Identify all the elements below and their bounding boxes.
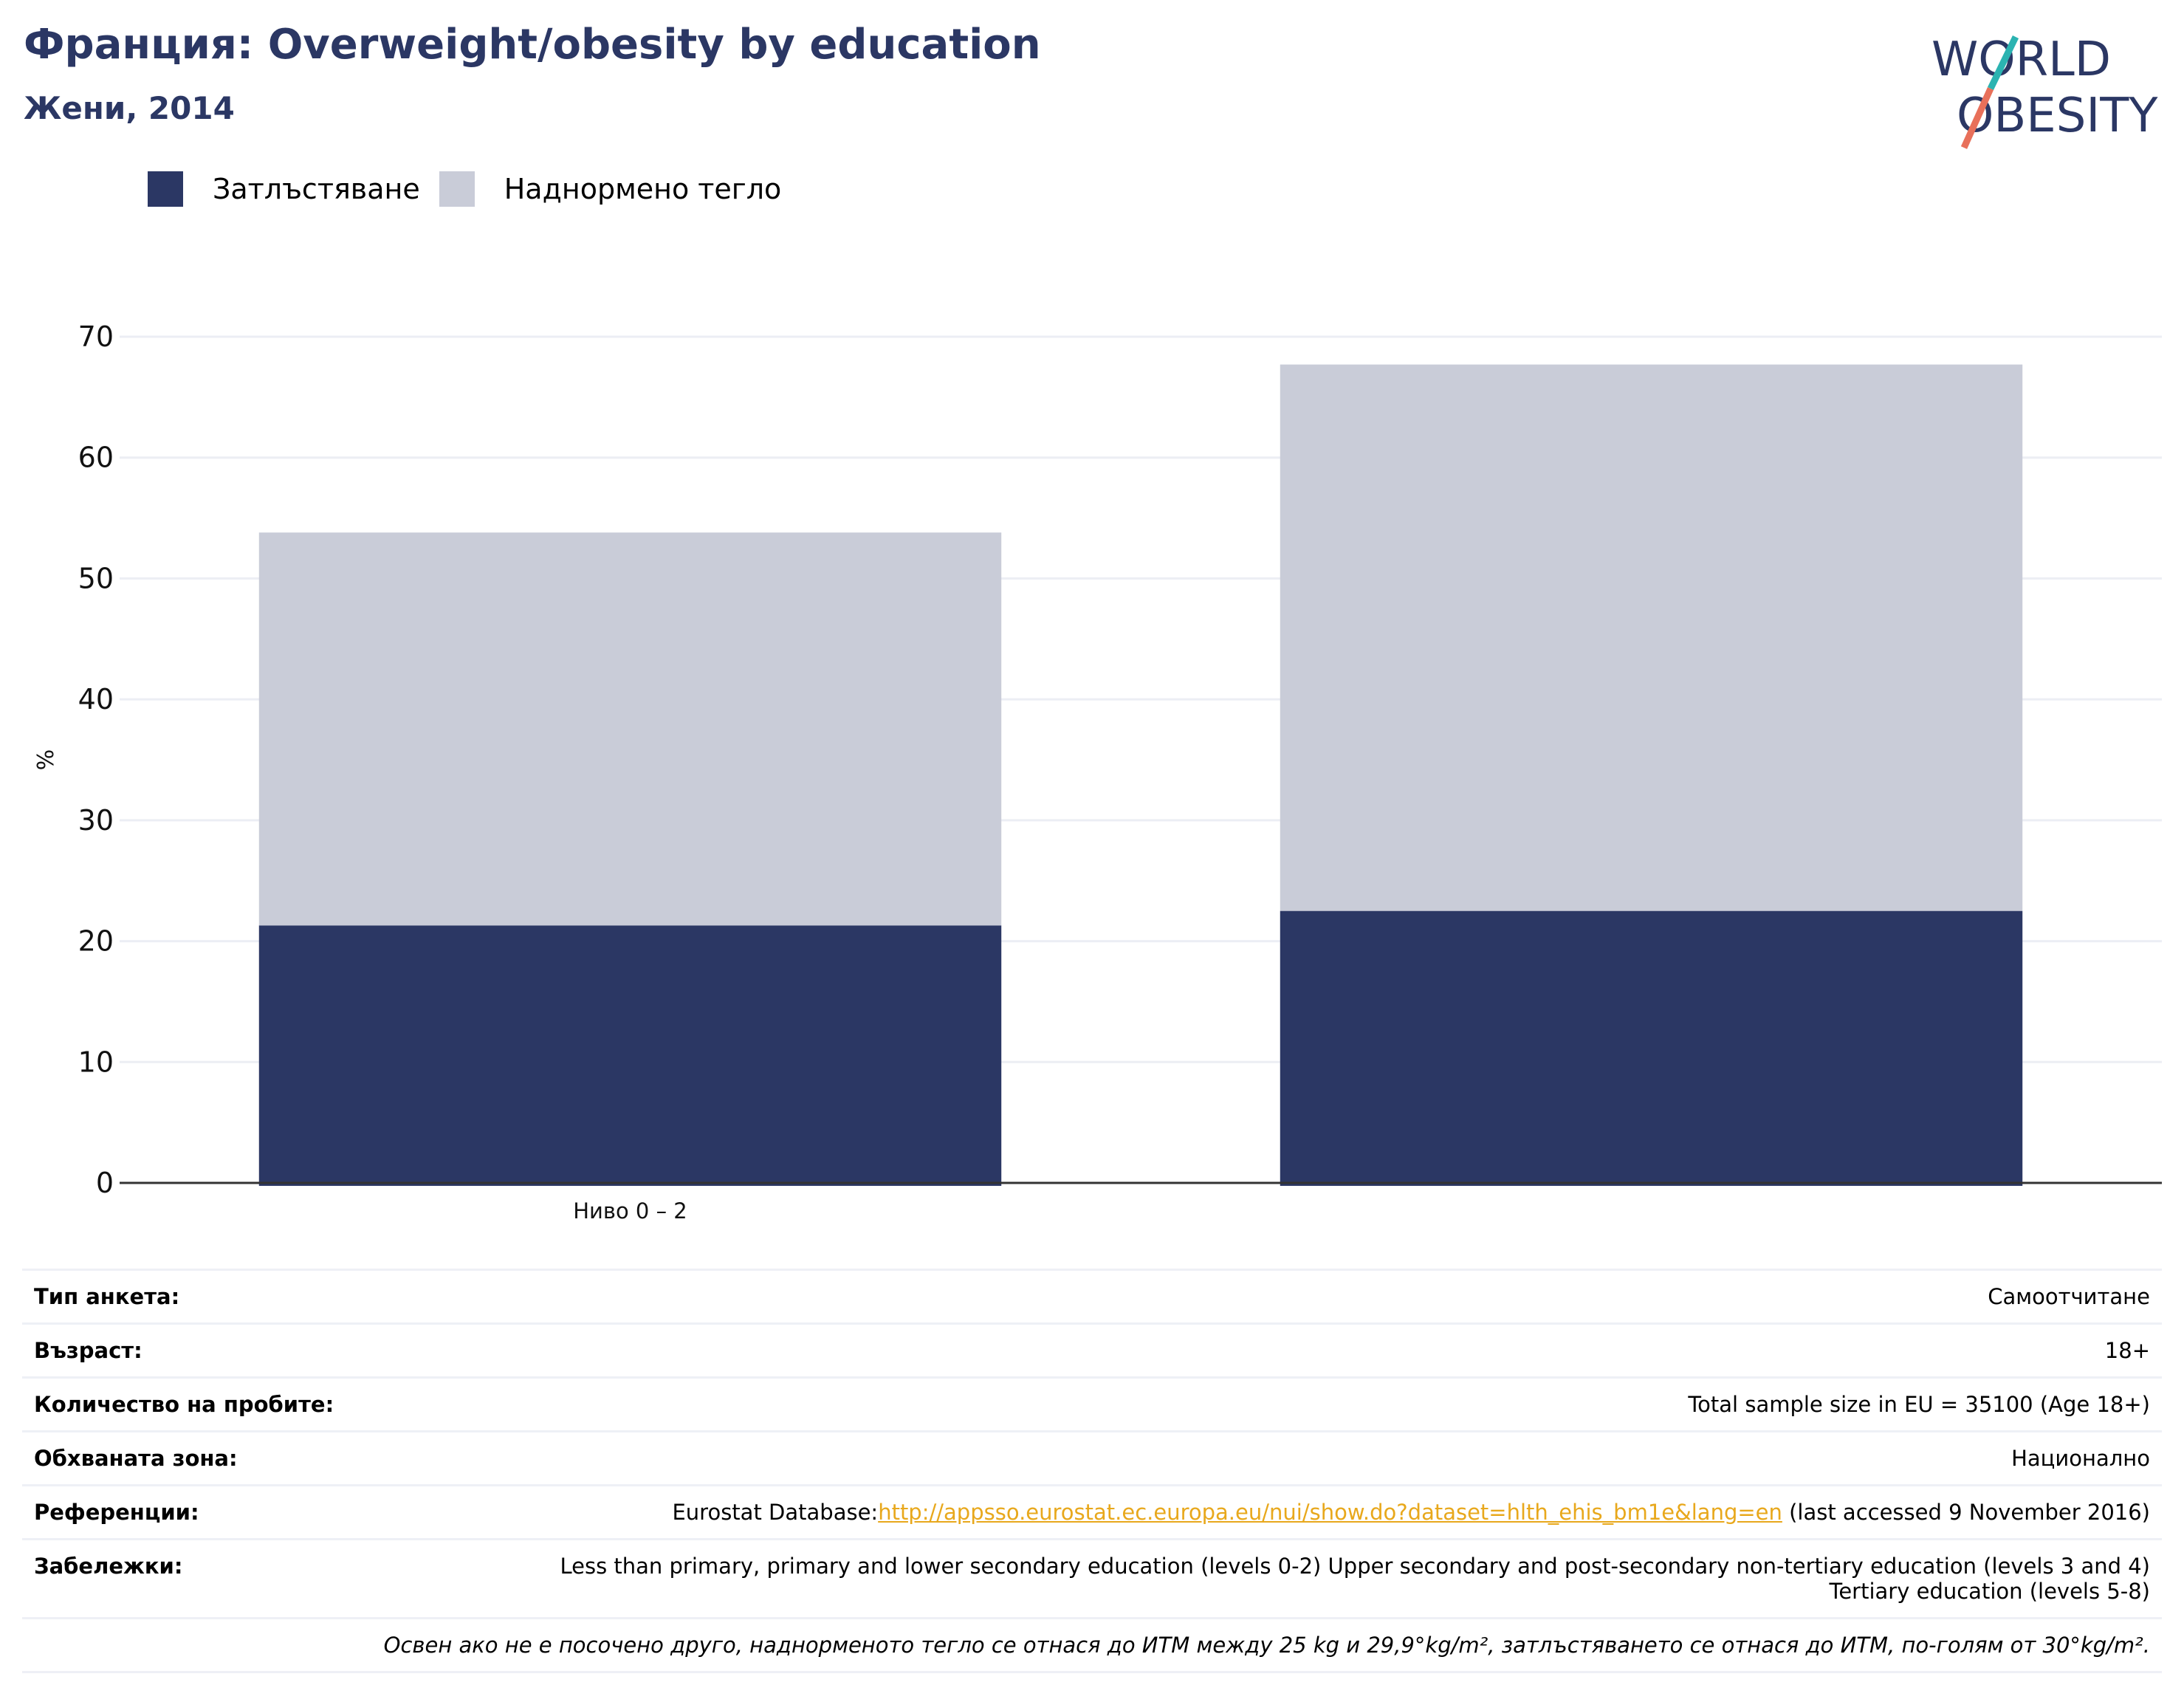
survey-info-table: Тип анкета: Самоотчитане Възраст: 18+ Ко… xyxy=(22,1269,2162,1673)
bar-chart: 0 10 20 30 40 50 60 70% Ниво 0 – 2 xyxy=(33,320,2162,1224)
legend-label-overweight: Наднормено тегло xyxy=(504,173,782,205)
info-row-age: Възраст: 18+ xyxy=(22,1322,2162,1378)
info-key: Тип анкета: xyxy=(22,1269,504,1324)
info-key: Обхваната зона: xyxy=(22,1430,504,1486)
bar-obesity-1 xyxy=(1280,910,2023,1186)
chart-legend: Затлъстяване Наднормено тегло xyxy=(148,171,800,207)
info-key: Количество на пробите: xyxy=(22,1376,504,1432)
info-row-sample-size: Количество на пробите: Total sample size… xyxy=(22,1376,2162,1432)
info-row-area: Обхваната зона: Национално xyxy=(22,1430,2162,1486)
y-tick-label: 40 xyxy=(78,683,114,716)
y-tick-label: 60 xyxy=(78,442,114,474)
y-tick-label: 30 xyxy=(78,804,114,837)
info-key: Възраст: xyxy=(22,1322,504,1378)
bar-overweight-1 xyxy=(1280,364,2023,911)
world-obesity-logo: WORLD OBESITY xyxy=(1931,32,2158,149)
y-tick-label: 10 xyxy=(78,1046,114,1078)
logo-line2: OBESITY xyxy=(1957,89,2158,143)
chart-subtitle: Жени, 2014 xyxy=(24,90,235,126)
logo-slash-coral xyxy=(1960,87,1994,149)
y-tick-label: 70 xyxy=(78,320,114,353)
y-tick-label: 50 xyxy=(78,562,114,594)
info-row-notes: Забележки: Less than primary, primary an… xyxy=(22,1538,2162,1619)
info-row-survey-type: Тип анкета: Самоотчитане xyxy=(22,1269,2162,1324)
legend-swatch-obesity xyxy=(148,171,183,207)
info-value: Less than primary, primary and lower sec… xyxy=(504,1538,2162,1619)
info-value: Eurostat Database:http://appsso.eurostat… xyxy=(504,1484,2162,1540)
info-value: Самоотчитане xyxy=(504,1269,2162,1324)
info-value: Национално xyxy=(504,1430,2162,1486)
bar-overweight-0 xyxy=(258,532,1002,926)
logo-slash-teal xyxy=(1987,35,2019,90)
y-tick-label: 20 xyxy=(78,925,114,958)
logo-line1: WORLD xyxy=(1931,32,2111,87)
info-row-references: Референции: Eurostat Database:http://app… xyxy=(22,1484,2162,1540)
legend-item-obesity[interactable]: Затлъстяване xyxy=(148,171,420,207)
y-axis-label: % xyxy=(33,749,59,771)
info-key: Референции: xyxy=(22,1484,504,1540)
bar-obesity-0 xyxy=(258,925,1002,1186)
info-row-footnote: Освен ако не е посочено друго, наднормен… xyxy=(22,1617,2162,1673)
footnote: Освен ако не е посочено друго, наднормен… xyxy=(22,1617,2162,1673)
y-tick-label: 0 xyxy=(96,1167,114,1199)
reference-prefix: Eurostat Database: xyxy=(672,1500,879,1525)
legend-label-obesity: Затлъстяване xyxy=(213,173,420,205)
info-value: Total sample size in EU = 35100 (Age 18+… xyxy=(504,1376,2162,1432)
reference-suffix: (last accessed 9 November 2016) xyxy=(1782,1500,2150,1525)
reference-link[interactable]: http://appsso.eurostat.ec.europa.eu/nui/… xyxy=(878,1500,1782,1525)
x-tick-label: Ниво 0 – 2 xyxy=(573,1198,687,1224)
chart-title: Франция: Overweight/obesity by education xyxy=(24,21,1041,69)
legend-swatch-overweight xyxy=(439,171,475,207)
legend-item-overweight[interactable]: Наднормено тегло xyxy=(439,171,782,207)
info-key: Забележки: xyxy=(22,1538,504,1619)
info-value: 18+ xyxy=(504,1322,2162,1378)
